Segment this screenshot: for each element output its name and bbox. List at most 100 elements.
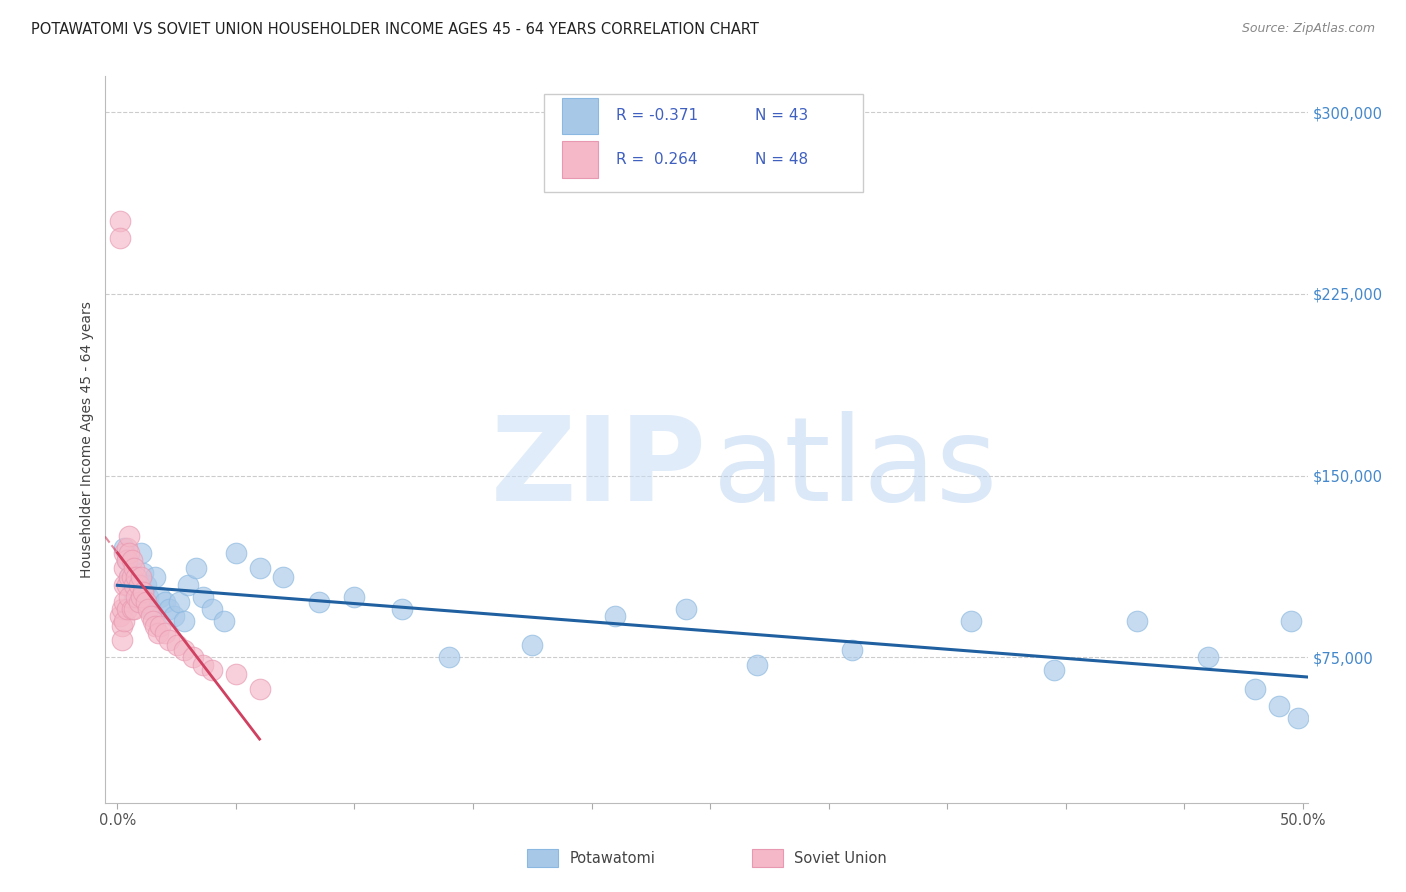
- Point: [167, 595, 190, 609]
- Point: [271, 570, 294, 584]
- Point: [173, 643, 195, 657]
- Point: [747, 657, 769, 672]
- Point: [129, 546, 152, 560]
- Text: ZIP: ZIP: [491, 411, 707, 526]
- Point: [149, 590, 172, 604]
- Point: [128, 595, 150, 609]
- Point: [225, 546, 247, 560]
- Point: [108, 231, 131, 245]
- Point: [675, 602, 697, 616]
- Point: [111, 619, 134, 633]
- Point: [201, 663, 224, 677]
- Point: [118, 570, 141, 584]
- Point: [177, 578, 200, 592]
- Point: [125, 595, 148, 609]
- Point: [121, 553, 143, 567]
- Point: [132, 585, 155, 599]
- Point: [1279, 614, 1302, 628]
- Point: [132, 566, 155, 580]
- Point: [115, 553, 138, 567]
- Point: [225, 667, 247, 681]
- FancyBboxPatch shape: [544, 94, 863, 192]
- Text: N = 43: N = 43: [755, 108, 808, 123]
- Point: [111, 602, 134, 616]
- Point: [112, 614, 135, 628]
- Point: [1286, 711, 1309, 725]
- Point: [139, 609, 162, 624]
- Point: [308, 595, 330, 609]
- Point: [136, 590, 159, 604]
- Point: [125, 570, 148, 584]
- Point: [166, 638, 188, 652]
- Point: [249, 681, 271, 696]
- Text: Soviet Union: Soviet Union: [794, 851, 887, 865]
- Point: [142, 614, 165, 628]
- Point: [212, 614, 235, 628]
- Point: [153, 595, 176, 609]
- Point: [191, 657, 214, 672]
- Point: [149, 619, 172, 633]
- Point: [122, 590, 145, 604]
- Point: [1126, 614, 1149, 628]
- Point: [125, 590, 148, 604]
- Point: [121, 602, 143, 616]
- Point: [159, 602, 181, 616]
- Point: [111, 633, 134, 648]
- Point: [522, 638, 544, 652]
- Point: [118, 529, 141, 543]
- Point: [184, 560, 207, 574]
- Point: [112, 595, 135, 609]
- Point: [115, 541, 138, 556]
- Point: [135, 578, 157, 592]
- Point: [1197, 650, 1219, 665]
- Point: [108, 214, 131, 228]
- Point: [122, 578, 145, 592]
- Point: [391, 602, 413, 616]
- Point: [143, 619, 166, 633]
- Point: [121, 570, 143, 584]
- FancyBboxPatch shape: [562, 97, 599, 134]
- Text: N = 48: N = 48: [755, 152, 807, 167]
- Point: [129, 590, 152, 604]
- Point: [108, 609, 131, 624]
- Point: [118, 546, 141, 560]
- Point: [181, 650, 204, 665]
- Text: R =  0.264: R = 0.264: [616, 152, 697, 167]
- Point: [173, 614, 195, 628]
- Point: [128, 578, 150, 592]
- Point: [122, 560, 145, 574]
- Point: [960, 614, 983, 628]
- Point: [163, 609, 186, 624]
- Text: Potawatomi: Potawatomi: [569, 851, 655, 865]
- Point: [146, 626, 169, 640]
- Point: [201, 602, 224, 616]
- Point: [439, 650, 461, 665]
- Point: [112, 578, 135, 592]
- Text: POTAWATOMI VS SOVIET UNION HOUSEHOLDER INCOME AGES 45 - 64 YEARS CORRELATION CHA: POTAWATOMI VS SOVIET UNION HOUSEHOLDER I…: [31, 22, 759, 37]
- Point: [605, 609, 627, 624]
- Point: [1043, 663, 1066, 677]
- Point: [129, 570, 152, 584]
- Point: [1268, 698, 1291, 713]
- Point: [191, 590, 214, 604]
- Point: [343, 590, 366, 604]
- Point: [143, 570, 166, 584]
- Point: [135, 595, 157, 609]
- Point: [139, 602, 162, 616]
- Point: [112, 546, 135, 560]
- Point: [136, 602, 159, 616]
- Point: [118, 570, 141, 584]
- FancyBboxPatch shape: [562, 141, 599, 178]
- Point: [112, 541, 135, 556]
- Point: [121, 578, 143, 592]
- Point: [112, 560, 135, 574]
- Point: [1244, 681, 1267, 696]
- Point: [115, 578, 138, 592]
- Text: R = -0.371: R = -0.371: [616, 108, 699, 123]
- Point: [118, 590, 141, 604]
- Point: [122, 602, 145, 616]
- Point: [115, 602, 138, 616]
- Text: atlas: atlas: [713, 411, 998, 526]
- Y-axis label: Householder Income Ages 45 - 64 years: Householder Income Ages 45 - 64 years: [80, 301, 94, 578]
- Point: [841, 643, 863, 657]
